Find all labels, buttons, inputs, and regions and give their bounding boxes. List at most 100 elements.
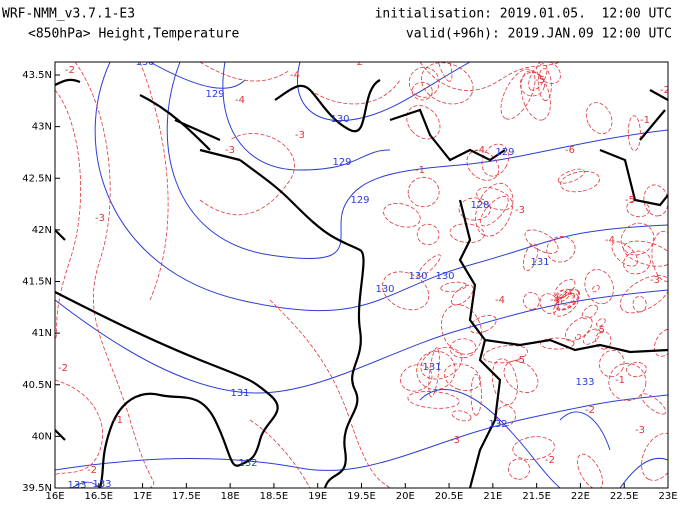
temperature-contour (417, 254, 441, 277)
temperature-contour (407, 176, 440, 208)
temperature-contour (382, 271, 430, 311)
x-tick-label: 20E (396, 491, 415, 502)
temperature-label: -4 (495, 295, 505, 306)
temperature-label: -1 (640, 115, 650, 126)
temperature-contour (585, 102, 613, 135)
temperature-contour (539, 337, 575, 350)
temperature-contour (555, 292, 576, 310)
temperature-label: -5 (625, 195, 635, 206)
x-tick-label: 17E (133, 491, 152, 502)
temperature-contour (451, 410, 472, 422)
temperature-contour (523, 291, 540, 310)
y-tick-label: 43N (32, 122, 52, 133)
temperature-label: -5 (535, 75, 545, 86)
x-tick-label: 19E (308, 491, 327, 502)
temperature-label: -5 (380, 50, 390, 61)
temperature-contour (420, 346, 463, 380)
temperature-contour (641, 432, 668, 481)
temperature-contour (522, 243, 539, 272)
temperature-contour (481, 143, 510, 177)
height-label: 131 (180, 45, 199, 56)
temperature-label: -2 (353, 57, 363, 68)
temperature-contour (599, 349, 625, 378)
temperature-contour (528, 63, 548, 91)
temperature-label: -2 (660, 85, 670, 96)
temperature-contour (520, 70, 551, 121)
temperature-contour (383, 203, 421, 228)
temperature-contour (627, 115, 641, 152)
y-tick-label: 41.5N (22, 277, 52, 288)
height-label: 130 (135, 57, 154, 68)
height-label: 131 (530, 257, 549, 268)
temperature-label: -3 (635, 425, 645, 436)
height-label: 129 (205, 89, 224, 100)
temperature-label: -3 (650, 275, 660, 286)
temperature-contour (582, 328, 601, 345)
temperature-contour (512, 436, 555, 461)
temperature-label: -1 (113, 415, 123, 426)
temperature-contour (564, 316, 593, 342)
temperature-contour (421, 62, 474, 105)
x-tick-label: 21.5E (522, 491, 551, 502)
temperature-contour (596, 318, 606, 327)
height-label: 131 (422, 362, 441, 373)
temperature-contour (554, 288, 579, 311)
height-label: 128 (470, 200, 489, 211)
temperature-contour (519, 71, 545, 97)
temperature-contour (406, 105, 441, 140)
y-tick-label: 39.5N (22, 483, 52, 494)
x-tick-label: 17.5E (172, 491, 201, 502)
temperature-contour (416, 223, 440, 246)
temperature-contour (428, 347, 440, 398)
y-tick-label: 41N (32, 328, 52, 339)
temperature-contour (595, 330, 612, 350)
temperature-contour (441, 304, 483, 355)
y-tick-label: 43.5N (22, 70, 52, 81)
temperature-contour (557, 289, 581, 311)
x-tick-label: 16.5E (84, 491, 113, 502)
temperature-contour (483, 345, 528, 364)
init-time: initialisation: 2019.01.05. 12:00 UTC (375, 7, 672, 22)
temperature-contour (626, 361, 647, 378)
temperature-contour (584, 269, 614, 305)
temperature-label: -1 (615, 375, 625, 386)
temperature-contour (632, 295, 647, 313)
temperature-contour (619, 275, 668, 314)
temperature-label: -4 (605, 235, 615, 246)
temperature-label: -3 (225, 145, 235, 156)
temperature-label: -2 (65, 65, 75, 76)
temperature-label: -2 (585, 405, 595, 416)
height-label: 129 (350, 195, 369, 206)
height-label: 132 (488, 419, 507, 430)
temperature-label: -1 (415, 165, 425, 176)
temperature-contour (449, 223, 485, 244)
temperature-label: -3 (450, 435, 460, 446)
temperature-contour (435, 62, 453, 82)
temperature-label: -2 (87, 465, 97, 476)
coastline-borders (55, 78, 668, 488)
temperature-contour (577, 453, 603, 488)
temperature-label: -4 (290, 70, 300, 81)
height-label: 133 (92, 479, 111, 490)
temperature-contour (557, 168, 585, 184)
x-tick-label: 22E (571, 491, 590, 502)
x-tick-label: 16E (45, 491, 64, 502)
x-tick-label: 18E (221, 491, 240, 502)
temperature-label: -6 (565, 145, 575, 156)
temperature-contour (620, 222, 655, 256)
temperature-label: -4 (235, 95, 245, 106)
temperature-contour (469, 315, 497, 334)
height-label: 133 (67, 480, 86, 491)
x-tick-label: 23E (658, 491, 677, 502)
temperature-contour (507, 458, 531, 480)
temperature-contour (479, 195, 509, 227)
temperature-contour (640, 393, 667, 415)
temperature-contour (400, 364, 433, 392)
height-label: 129 (495, 147, 514, 158)
temperature-contour (654, 328, 668, 357)
temperature-label: -2 (58, 363, 68, 374)
height-label: 130 (435, 271, 454, 282)
y-tick-label: 40.5N (22, 380, 52, 391)
height-label: 129 (332, 157, 351, 168)
temperature-contour (560, 171, 601, 193)
